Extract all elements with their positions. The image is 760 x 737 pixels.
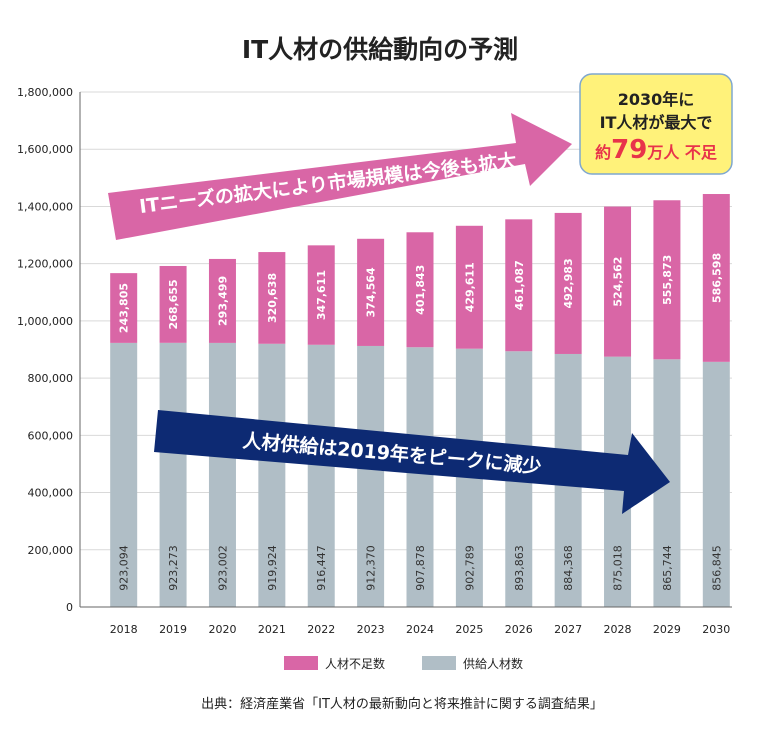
supply-value-label: 884,368	[562, 545, 575, 591]
legend-label-shortage: 人材不足数	[325, 656, 385, 671]
legend-swatch-shortage	[284, 656, 318, 670]
shortage-value-label: 268,655	[167, 279, 180, 329]
bar-supply	[159, 342, 187, 607]
supply-value-label: 856,845	[710, 545, 723, 591]
bar-shortage	[208, 258, 236, 343]
bar-shortage	[653, 200, 681, 360]
callout-suffix: 万人 不足	[646, 143, 718, 162]
y-tick-label: 1,800,000	[17, 86, 73, 99]
supply-value-label: 893,863	[513, 545, 526, 591]
x-tick-label: 2030	[702, 623, 730, 636]
bar-supply	[110, 342, 138, 607]
x-tick-label: 2028	[604, 623, 632, 636]
shortage-value-label: 586,598	[710, 253, 723, 303]
x-tick-label: 2019	[159, 623, 187, 636]
y-tick-label: 0	[66, 601, 73, 614]
x-tick-label: 2022	[307, 623, 335, 636]
bar-supply	[357, 345, 385, 607]
bar-shortage	[702, 194, 730, 362]
y-tick-label: 1,000,000	[17, 315, 73, 328]
bar-shortage	[258, 252, 286, 344]
shortage-value-label: 492,983	[562, 258, 575, 308]
x-tick-label: 2027	[554, 623, 582, 636]
supply-value-label: 912,370	[365, 545, 378, 591]
bar-shortage	[604, 206, 632, 357]
bar-supply	[406, 347, 434, 607]
navy-arrow-shape	[154, 410, 670, 514]
shortage-value-label: 401,843	[414, 265, 427, 315]
supply-value-label: 923,094	[118, 545, 131, 591]
x-tick-label: 2025	[455, 623, 483, 636]
x-tick-label: 2018	[110, 623, 138, 636]
bar-supply	[258, 343, 286, 607]
x-tick-label: 2026	[505, 623, 533, 636]
y-tick-label: 200,000	[28, 544, 74, 557]
y-axis-ticks: 0 200,000 400,000 600,000 800,000 1,000,000 1,…	[17, 86, 73, 614]
shortage-value-label: 429,611	[463, 262, 476, 312]
callout-number: 79	[611, 135, 647, 165]
y-tick-label: 400,000	[28, 487, 74, 500]
supply-value-label: 865,744	[661, 545, 674, 591]
shortage-value-label: 374,564	[365, 267, 378, 317]
legend: 人材不足数 供給人材数	[284, 656, 523, 671]
y-tick-label: 1,400,000	[17, 200, 73, 213]
shortage-value-label: 461,087	[513, 260, 526, 310]
shortage-callout: 2030年に IT人材が最大で 約79万人 不足	[579, 73, 733, 175]
callout-box	[579, 73, 733, 175]
bar-shortage	[406, 232, 434, 348]
x-axis-ticks: 2018 2019 2020 2021 2022 2023 2024 2025 2026 2027…	[110, 623, 731, 636]
x-tick-label: 2024	[406, 623, 434, 636]
bar-supply	[307, 344, 335, 607]
supply-value-label: 916,447	[315, 545, 328, 591]
bar-supply	[702, 361, 730, 607]
callout-line-2: IT人材が最大で	[600, 113, 713, 132]
market-growth-arrow: ITニーズの拡大により市場規模は今後も拡大	[108, 113, 572, 240]
supply-value-label: 907,878	[414, 545, 427, 591]
legend-swatch-supply	[422, 656, 456, 670]
x-tick-label: 2029	[653, 623, 681, 636]
bar-shortage	[307, 245, 335, 345]
bar-shortage	[110, 273, 138, 343]
supply-value-label: 923,273	[167, 545, 180, 591]
x-tick-label: 2023	[357, 623, 385, 636]
bar-supply	[208, 342, 236, 607]
bar-shortage	[554, 212, 582, 354]
y-tick-label: 800,000	[28, 372, 74, 385]
shortage-value-label: 243,805	[118, 283, 131, 333]
shortage-value-label: 555,873	[661, 255, 674, 305]
bar-shortage	[159, 265, 187, 343]
shortage-value-label: 320,638	[266, 273, 279, 323]
x-tick-label: 2020	[208, 623, 236, 636]
callout-prefix: 約	[595, 143, 611, 162]
supply-value-label: 923,002	[216, 545, 229, 591]
shortage-value-label: 524,562	[612, 257, 625, 307]
legend-label-supply: 供給人材数	[463, 656, 523, 671]
source-note: 出典：経済産業省「IT人材の最新動向と将来推計に関する調査結果」	[201, 696, 603, 712]
shortage-value-label: 347,611	[315, 270, 328, 320]
chart-title: IT人材の供給動向の予測	[242, 35, 518, 64]
y-tick-label: 1,200,000	[17, 258, 73, 271]
bar-shortage	[505, 219, 533, 352]
shortage-value-label: 293,499	[216, 276, 229, 326]
y-tick-label: 600,000	[28, 429, 74, 442]
y-tick-label: 1,600,000	[17, 143, 73, 156]
supply-value-label: 875,018	[612, 545, 625, 591]
pink-arrow-shape	[108, 113, 572, 240]
callout-line-3: 約79万人 不足	[595, 135, 718, 165]
supply-value-label: 902,789	[463, 545, 476, 591]
bar-shortage	[455, 225, 483, 349]
callout-line-1: 2030年に	[618, 90, 695, 109]
bars: 243,805 923,094 268,655 923,273 293,499 923,0…	[110, 194, 730, 607]
supply-value-label: 919,924	[266, 545, 279, 591]
x-tick-label: 2021	[258, 623, 286, 636]
bar-shortage	[357, 238, 385, 346]
